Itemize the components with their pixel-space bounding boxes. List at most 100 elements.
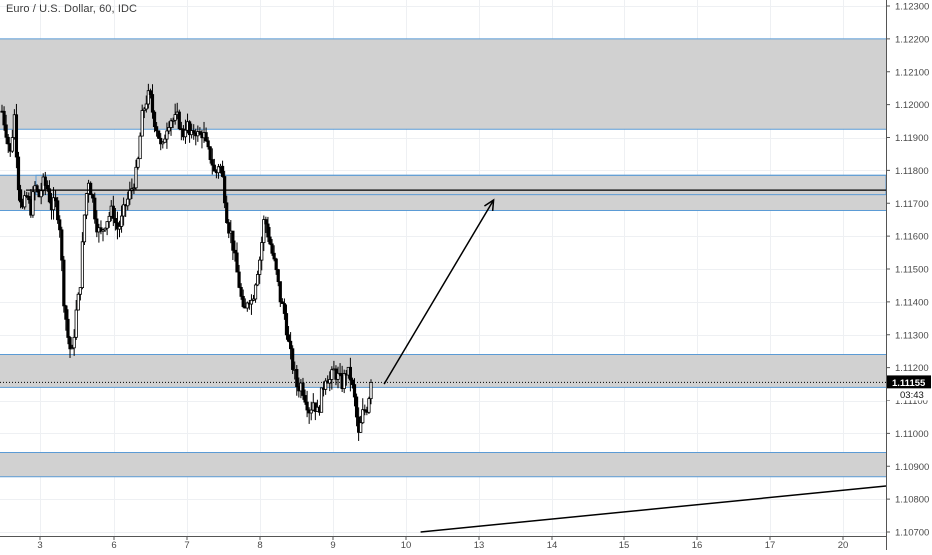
candle-body bbox=[91, 194, 95, 199]
candle-body bbox=[216, 166, 221, 174]
candle-body bbox=[177, 111, 181, 130]
price-tick-label: 1.11800 bbox=[895, 166, 929, 177]
candle-body bbox=[74, 309, 78, 338]
candle-body bbox=[305, 401, 309, 411]
price-tick-label: 1.11000 bbox=[895, 429, 929, 440]
candle-body bbox=[47, 188, 52, 203]
candle-body bbox=[324, 380, 328, 390]
candle-body bbox=[62, 259, 66, 307]
time-tick-label: 15 bbox=[619, 540, 630, 550]
candle-body bbox=[76, 293, 80, 311]
candle-body bbox=[354, 396, 359, 418]
candle-body bbox=[239, 287, 243, 297]
candle-body bbox=[187, 121, 192, 136]
candle-body bbox=[14, 114, 19, 158]
rectangle-zones[interactable] bbox=[0, 38, 887, 478]
candle-body bbox=[80, 241, 84, 288]
candle-body bbox=[58, 219, 62, 231]
trend-line[interactable] bbox=[420, 485, 887, 533]
time-tick-label: 10 bbox=[401, 540, 412, 550]
candle-body bbox=[241, 295, 245, 307]
candle-body bbox=[53, 197, 58, 202]
price-tick-label: 1.12300 bbox=[895, 2, 929, 13]
candle-body bbox=[266, 223, 270, 238]
candle-body bbox=[107, 215, 111, 223]
candle-body bbox=[103, 227, 107, 231]
candle-body bbox=[272, 252, 276, 260]
candle-body bbox=[128, 190, 132, 200]
candle-body bbox=[212, 164, 216, 172]
drawn-lines[interactable] bbox=[0, 189, 887, 533]
candle-body bbox=[39, 190, 43, 198]
price-tick-label: 1.11300 bbox=[895, 330, 929, 341]
candle-body bbox=[2, 110, 6, 126]
candle-body bbox=[348, 366, 352, 381]
candle-body bbox=[122, 204, 126, 217]
countdown-tag bbox=[887, 388, 931, 401]
candle-body bbox=[233, 249, 237, 254]
candle-body bbox=[235, 252, 239, 273]
candle-body bbox=[117, 226, 122, 230]
candle-body bbox=[260, 242, 264, 261]
candle-body bbox=[16, 156, 21, 191]
price-tick-label: 1.11700 bbox=[895, 199, 929, 210]
candle-body bbox=[84, 193, 89, 216]
candle-body bbox=[286, 334, 291, 342]
zone-rectangle[interactable] bbox=[0, 354, 886, 388]
candle-body bbox=[258, 259, 262, 275]
candle-body bbox=[136, 158, 140, 168]
candle-body bbox=[6, 136, 10, 145]
candle-body bbox=[328, 379, 332, 384]
candle-body bbox=[220, 165, 225, 177]
candle-body bbox=[159, 137, 163, 145]
candle-body bbox=[369, 382, 373, 400]
zone-rectangle[interactable] bbox=[0, 175, 886, 211]
candle-body bbox=[262, 219, 266, 243]
candle-body bbox=[309, 409, 313, 414]
price-tick-label: 1.11500 bbox=[895, 265, 929, 276]
time-tick-label: 20 bbox=[838, 540, 849, 550]
candle-body bbox=[169, 120, 173, 128]
candle-body bbox=[93, 197, 97, 220]
zone-rectangle[interactable] bbox=[0, 38, 886, 130]
candle-body bbox=[336, 372, 340, 380]
candle-body bbox=[18, 189, 23, 203]
candle-body bbox=[113, 218, 117, 224]
candle-body bbox=[111, 205, 115, 219]
candle-body bbox=[60, 229, 64, 261]
candle-body bbox=[251, 298, 256, 301]
candle-body bbox=[192, 130, 196, 134]
candle-body bbox=[359, 422, 363, 433]
candle-body bbox=[208, 146, 212, 160]
candle-body bbox=[165, 130, 169, 140]
last-price-label: 1.11155 bbox=[892, 378, 926, 389]
candle-body bbox=[23, 195, 27, 208]
candle-body bbox=[134, 166, 138, 189]
time-tick-label: 3 bbox=[37, 540, 42, 550]
candle-body bbox=[64, 305, 68, 320]
candle-body bbox=[95, 218, 99, 233]
chart-title: Euro / U.S. Dollar, 60, IDC bbox=[6, 3, 138, 15]
candle-body bbox=[144, 103, 148, 110]
candle-body bbox=[249, 299, 254, 305]
zone-rectangle[interactable] bbox=[0, 452, 886, 477]
candle-body bbox=[142, 108, 146, 111]
time-tick-label: 9 bbox=[330, 540, 335, 550]
price-tick-label: 1.10900 bbox=[895, 462, 929, 473]
candle-body bbox=[115, 222, 120, 230]
candle-body bbox=[161, 141, 165, 145]
candle-body bbox=[119, 215, 124, 227]
candle-body bbox=[276, 269, 280, 283]
candle-body bbox=[51, 197, 56, 211]
candle-body bbox=[140, 110, 144, 137]
price-tick-label: 1.11100 bbox=[895, 396, 928, 407]
candle-body bbox=[70, 347, 74, 350]
candle-body bbox=[27, 196, 31, 201]
candle-body bbox=[352, 384, 357, 398]
arrow-line[interactable] bbox=[383, 199, 495, 385]
candle-body bbox=[126, 198, 130, 207]
time-tick-label: 14 bbox=[547, 540, 558, 550]
